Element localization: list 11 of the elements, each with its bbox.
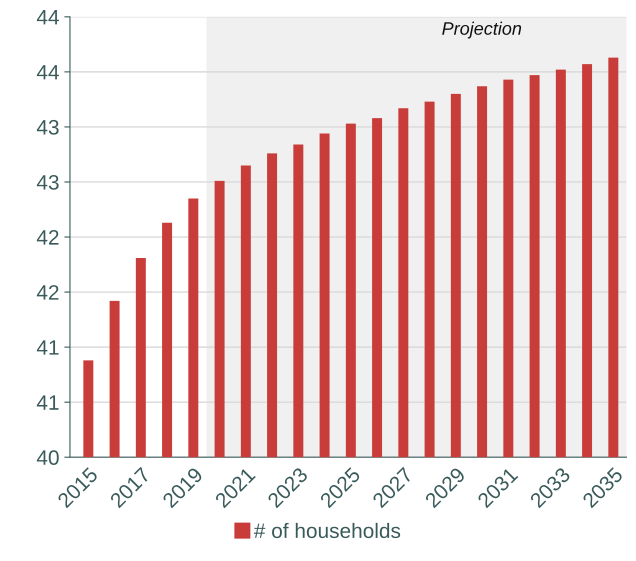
y-tick-label: 41: [36, 395, 59, 410]
y-tick-label: 40: [36, 450, 59, 465]
y-tick-label: 42: [36, 285, 58, 300]
legend-label: # of households: [254, 522, 400, 538]
y-tick-label: 44: [36, 65, 59, 80]
y-tick-label: 42: [36, 230, 58, 245]
y-tick-label: 43: [36, 174, 59, 190]
y-tick-label: 41: [36, 340, 59, 355]
y-tick-label: 44: [36, 10, 59, 24]
y-tick-label: 43: [36, 120, 59, 135]
band-label: Projection: [442, 22, 522, 38]
